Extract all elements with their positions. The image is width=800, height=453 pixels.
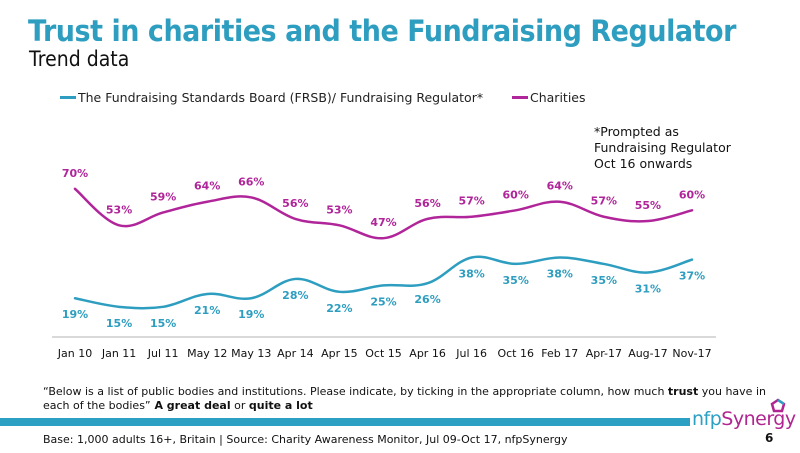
- slide-subtitle: Trend data: [29, 47, 130, 71]
- data-label-frsb: 37%: [679, 270, 705, 283]
- data-label-charities: 60%: [679, 188, 705, 201]
- data-label-charities: 59%: [150, 190, 176, 203]
- data-label-charities: 56%: [282, 197, 308, 210]
- series-layer: [73, 187, 694, 310]
- data-label-charities: 57%: [591, 195, 617, 208]
- x-tick-label: Oct 16: [497, 347, 534, 360]
- data-label-charities: 66%: [238, 175, 264, 188]
- survey-question: “Below is a list of public bodies and in…: [43, 385, 783, 413]
- nfpsynergy-logo: nfpSynergy: [692, 408, 796, 430]
- x-tick-label: Oct 15: [365, 347, 402, 360]
- data-label-frsb: 31%: [635, 283, 661, 296]
- data-label-frsb: 38%: [547, 267, 573, 280]
- legend-item-frsb: The Fundraising Standards Board (FRSB)/ …: [60, 90, 483, 105]
- data-label-charities: 53%: [106, 203, 132, 216]
- data-label-charities: 60%: [503, 188, 529, 201]
- legend-label-frsb: The Fundraising Standards Board (FRSB)/ …: [78, 90, 484, 105]
- series-line-charities: [73, 187, 694, 240]
- x-tick-label: Apr 16: [409, 347, 446, 360]
- slide-title: Trust in charities and the Fundraising R…: [28, 14, 736, 48]
- x-tick-label: Aug-17: [628, 347, 667, 360]
- x-tick-label: Jan 11: [101, 347, 136, 360]
- question-great-deal: A great deal: [150, 399, 231, 412]
- data-label-frsb: 28%: [282, 289, 308, 302]
- data-label-charities: 64%: [194, 180, 220, 193]
- question-middle: you have in each of the bodies”: [43, 385, 766, 412]
- data-label-frsb: 19%: [62, 308, 88, 321]
- data-label-frsb: 15%: [106, 317, 132, 330]
- data-label-frsb: 38%: [458, 267, 484, 280]
- legend-swatch-frsb: [60, 96, 76, 99]
- footer-bar: [0, 418, 690, 426]
- data-label-charities: 57%: [458, 195, 484, 208]
- x-tick-label: Apr 15: [321, 347, 358, 360]
- x-tick-label: Nov-17: [672, 347, 711, 360]
- x-tick-label: Jan 10: [57, 347, 92, 360]
- question-text: “Below is a list of public bodies and in…: [43, 385, 668, 398]
- logo-text-synergy: Synergy: [721, 408, 796, 430]
- data-label-charities: 56%: [414, 197, 440, 210]
- data-label-charities: 53%: [326, 203, 352, 216]
- source-note: Base: 1,000 adults 16+, Britain | Source…: [43, 433, 568, 446]
- footnote-prompted: *Prompted as Fundraising Regulator Oct 1…: [594, 124, 731, 171]
- logo-text-nfp: nfp: [692, 408, 722, 430]
- x-tick-label: Apr 14: [277, 347, 314, 360]
- data-label-charities: 70%: [62, 167, 88, 180]
- data-label-frsb: 19%: [238, 308, 264, 321]
- question-trust: trust: [667, 385, 699, 398]
- question-quite-a-lot: quite a lot: [248, 399, 313, 412]
- logo-mark-icon: [770, 398, 786, 413]
- data-label-frsb: 15%: [150, 317, 176, 330]
- x-tick-label: May 12: [187, 347, 227, 360]
- x-tick-layer: Jan 10 Jan 11 Jul 11 May 12 May 13 Apr 14 Apr …: [57, 347, 712, 360]
- x-tick-label: May 13: [231, 347, 271, 360]
- data-label-frsb: 25%: [370, 295, 396, 308]
- legend-item-charities: Charities: [512, 90, 586, 105]
- legend-label-charities: Charities: [530, 90, 586, 105]
- data-label-frsb: 22%: [326, 302, 352, 315]
- series-line-frsb: [73, 255, 694, 310]
- data-label-frsb: 26%: [414, 293, 440, 306]
- page-number: 6: [765, 431, 774, 445]
- legend-swatch-charities: [512, 96, 528, 99]
- data-label-layer: 19% 15% 15% 21% 19% 28% 22% 25% 26% 38% 35% 38% 35% 3…: [62, 167, 705, 330]
- x-tick-label: Jul 16: [455, 347, 487, 360]
- question-or: or: [230, 399, 249, 412]
- data-label-charities: 55%: [635, 199, 661, 212]
- data-label-frsb: 21%: [194, 304, 220, 317]
- x-tick-label: Apr-17: [586, 347, 622, 360]
- data-label-frsb: 35%: [503, 274, 529, 287]
- data-label-charities: 64%: [547, 180, 573, 193]
- data-label-charities: 47%: [370, 216, 396, 229]
- line-chart: 19% 15% 15% 21% 19% 28% 22% 25% 26% 38% 35% 38% 35% 3…: [52, 167, 716, 360]
- data-label-frsb: 35%: [591, 274, 617, 287]
- x-tick-label: Feb 17: [541, 347, 578, 360]
- x-tick-label: Jul 11: [147, 347, 179, 360]
